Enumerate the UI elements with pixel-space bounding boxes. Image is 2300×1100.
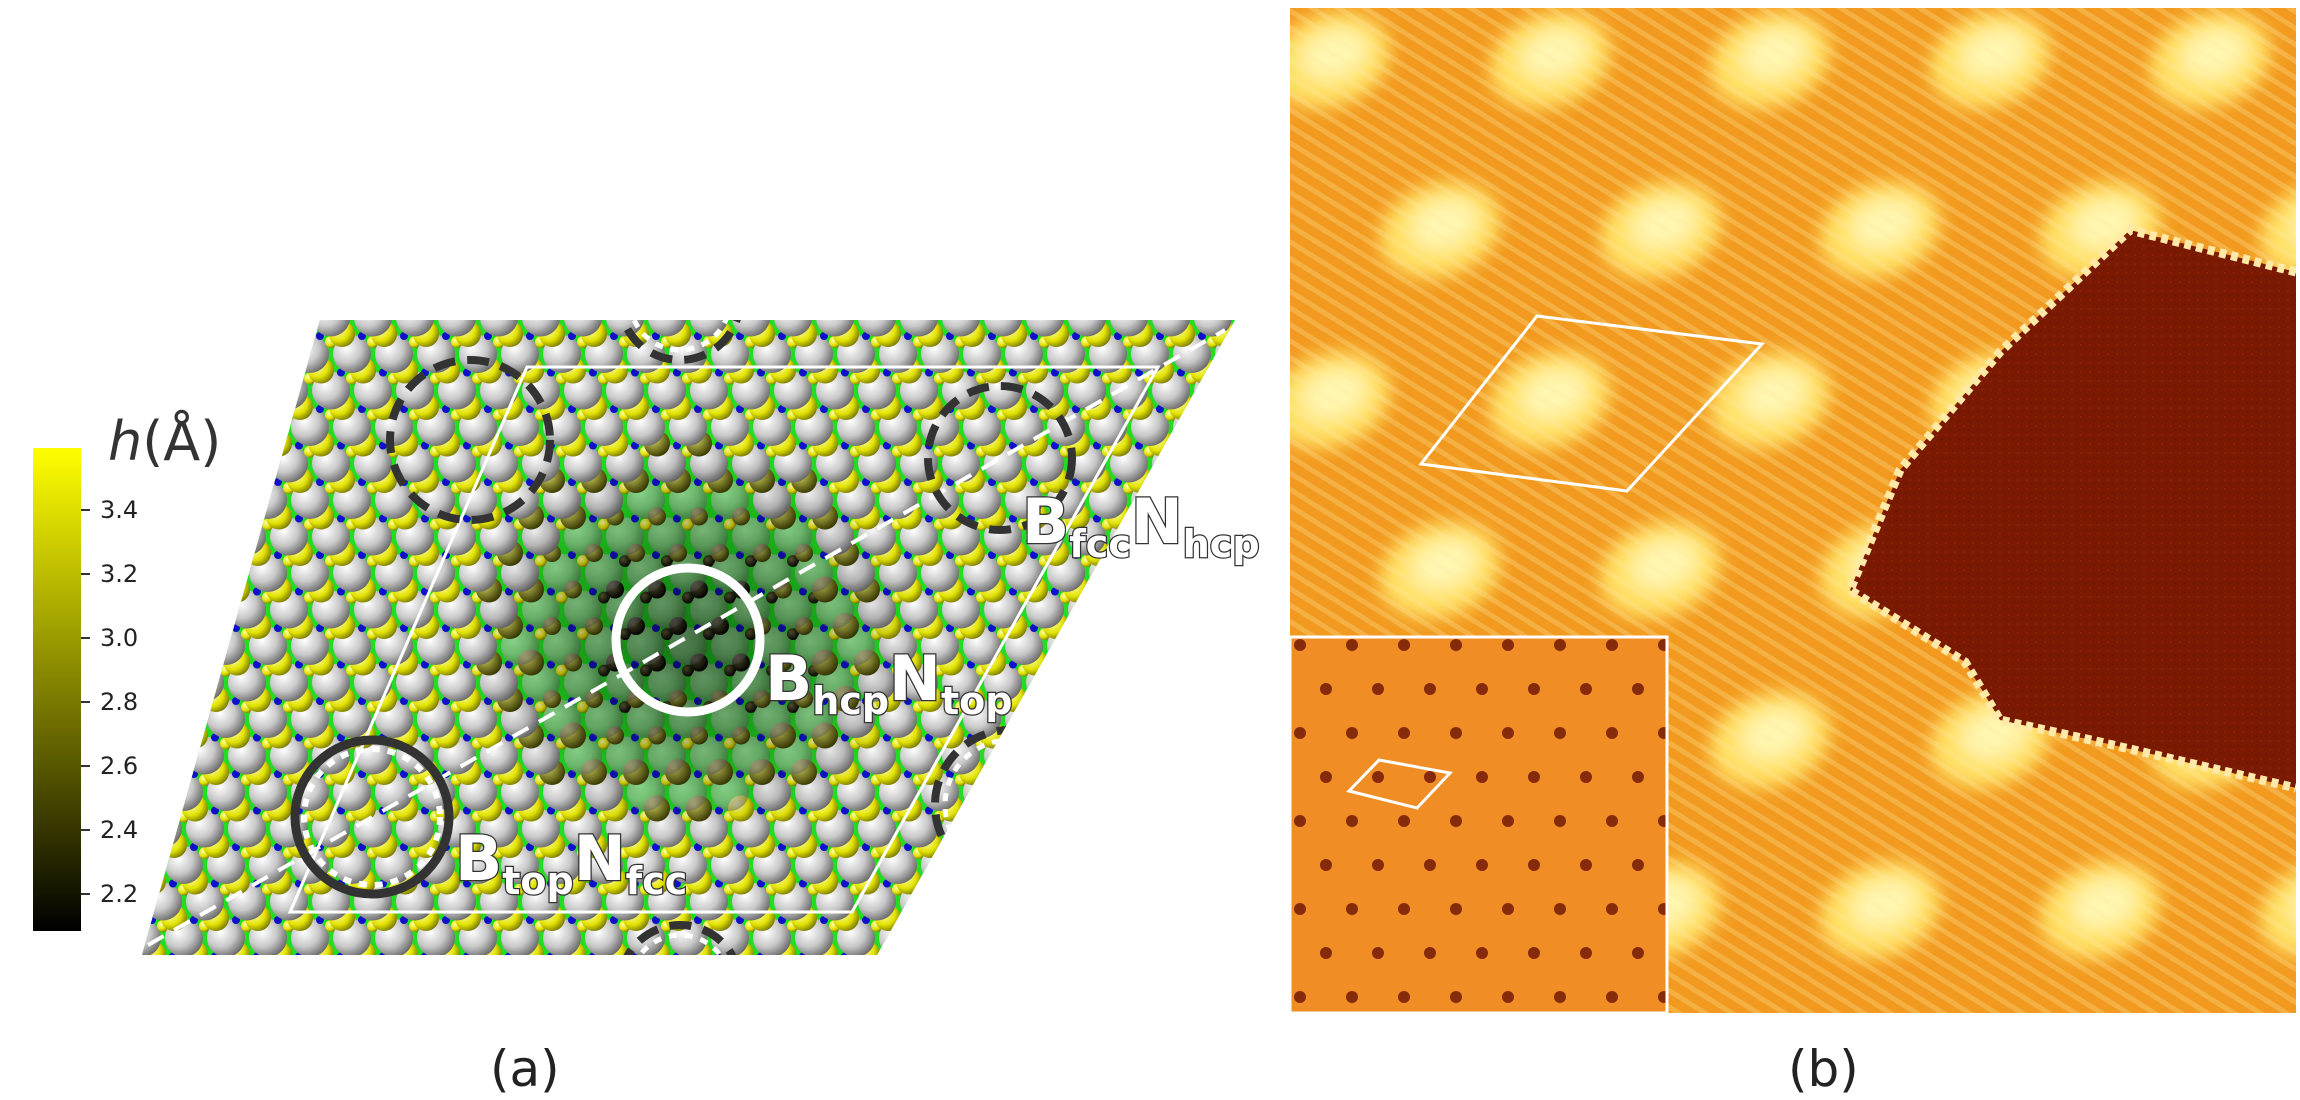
unit-cell-outline <box>287 365 1161 914</box>
site-label-bhcp-ntop: BhcpNtop <box>765 642 1012 723</box>
colorbar-tick-label: 2.6 <box>100 752 138 780</box>
site-labels: BfccNhcp BhcpNtop BtopNfcc <box>454 484 1261 905</box>
colorbar-tick-label: 3.4 <box>100 496 138 524</box>
colorbar-tick-label: 2.8 <box>100 688 138 716</box>
inset-unit-cell <box>1346 758 1453 810</box>
colorbar-tick-label: 3.2 <box>100 560 138 588</box>
colorbar-ticks: 3.4 3.2 3.0 2.8 2.6 2.4 2.2 <box>81 496 138 908</box>
colorbar-tick-label: 2.2 <box>100 880 138 908</box>
btop-site-circle-inner <box>301 746 443 888</box>
colorbar-tick-label: 2.4 <box>100 816 138 844</box>
colorbar-gradient <box>33 448 81 931</box>
colorbar-tick-label: 3.0 <box>100 624 138 652</box>
panel-label-a: (a) <box>490 1040 560 1098</box>
colorbar-title: h(Å) <box>108 409 221 473</box>
btop-site-circle-outer <box>290 735 454 899</box>
site-label-btop-nfcc: BtopNfcc <box>455 822 687 903</box>
diagonal-dashed-line <box>147 328 1226 947</box>
center-site-circle <box>611 563 765 717</box>
site-label-bfcc-nhcp: BfccNhcp <box>1022 485 1260 566</box>
colorbar: h(Å) 3.4 3.2 3.0 2.8 2.6 2.4 2.2 <box>33 409 221 931</box>
stm-inset <box>1288 635 1669 1015</box>
panel-label-b: (b) <box>1788 1040 1859 1098</box>
stm-unit-cell <box>1418 314 1766 493</box>
bfcc-site-circle <box>924 382 1076 534</box>
panel-b-stm-image <box>1288 8 2296 1015</box>
panel-a-atomic-model: h(Å) 3.4 3.2 3.0 2.8 2.6 2.4 2.2 <box>33 320 1261 955</box>
hbn-moire-supercell <box>142 320 1235 955</box>
